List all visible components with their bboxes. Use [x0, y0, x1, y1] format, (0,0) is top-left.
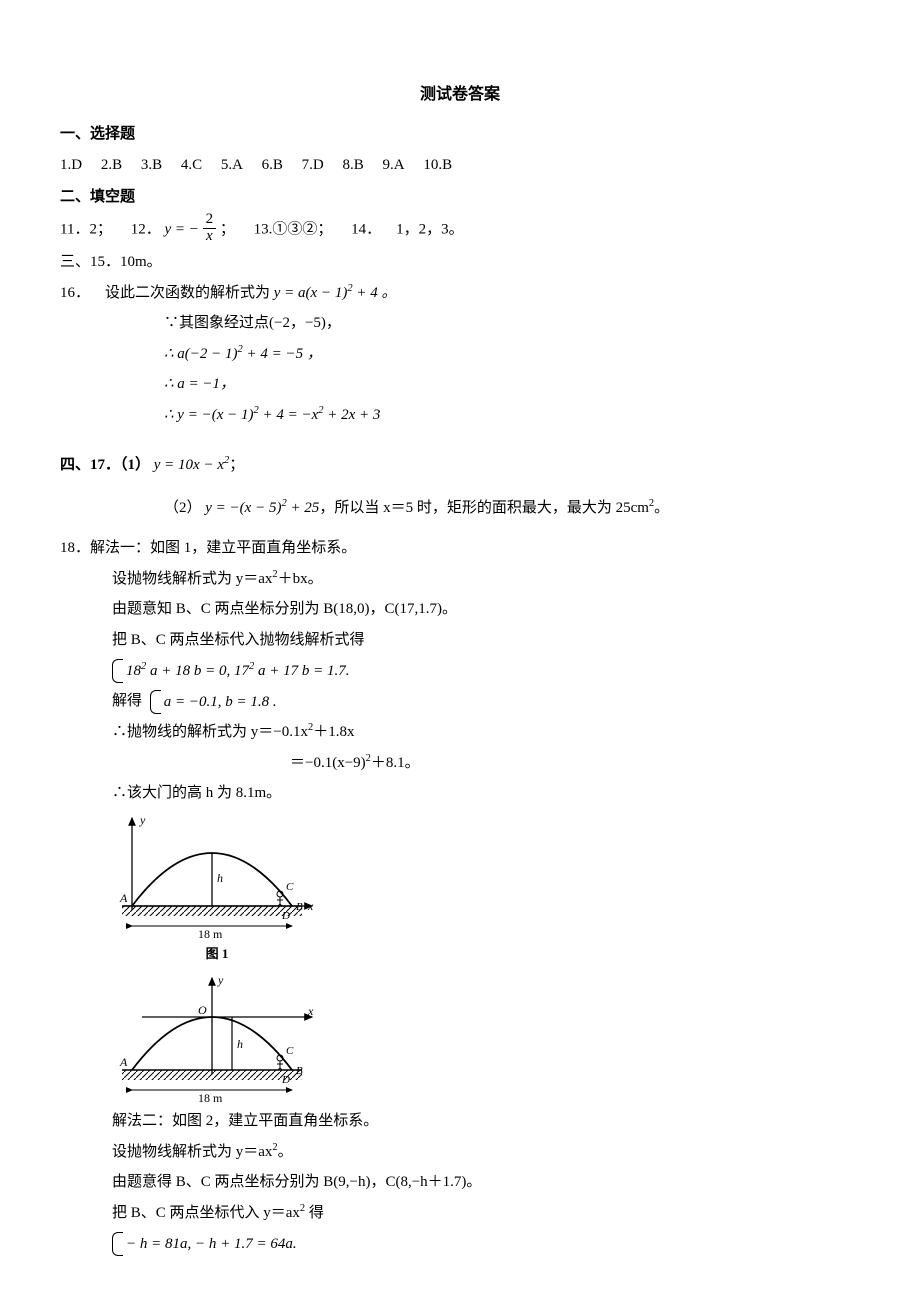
page-title: 测试卷答案 — [60, 80, 860, 110]
q18-m1-l4: 把 B、C 两点坐标代入抛物线解析式得 — [60, 626, 860, 655]
q15: 三、15．10m。 — [60, 248, 860, 277]
sol-row-b: b = 1.8 . — [225, 694, 276, 710]
q18-m1-l2a: 设抛物线解析式为 y＝ax — [112, 571, 272, 587]
q16-intro-text: 16． 设此二次函数的解析式为 — [60, 285, 274, 301]
svg-text:y: y — [217, 973, 224, 987]
q17-1-expr: y = 10x − x — [154, 457, 224, 473]
figure-1-label: 图 1 — [112, 942, 322, 967]
q18-result1b: ＋1.8x — [313, 724, 354, 740]
svg-text:A: A — [119, 1055, 128, 1069]
ans-12-expr: y = − — [164, 222, 198, 238]
ans-13-14: ； 13.①③②； 14． 1，2，3。 — [220, 222, 464, 238]
q18-result2b: ＋8.1。 — [371, 755, 420, 771]
q18-m2-l4: 把 B、C 两点坐标代入 y＝ax2 得 — [60, 1199, 860, 1228]
q17-2-end: 。 — [654, 500, 669, 516]
q17-2-label: （2） — [164, 500, 205, 516]
sys2-row2: − h + 1.7 = 64a. — [195, 1236, 297, 1252]
figure-2: y x O A B C D h 18 m — [60, 970, 860, 1105]
fill-answers: 11．2； 12． y = − 2 x ； 13.①③②； 14． 1，2，3。 — [60, 214, 860, 247]
q18-m1-l2b: ＋bx。 — [278, 571, 323, 587]
svg-text:O: O — [198, 1003, 207, 1017]
figure-1: y x A B C D h 18 m 图 1 — [60, 810, 860, 967]
svg-text:D: D — [281, 910, 290, 922]
q18-m2-l3: 由题意得 B、C 两点坐标分别为 B(9,−h)，C(8,−h＋1.7)。 — [60, 1168, 860, 1197]
svg-text:C: C — [286, 1045, 294, 1057]
svg-text:x: x — [307, 1004, 314, 1018]
q18-result2a: ＝−0.1(x−9) — [290, 755, 366, 771]
svg-text:18 m: 18 m — [198, 1091, 223, 1105]
q17-1-label: 四、17．（1） — [60, 457, 154, 473]
q18-solve: 解得 a = −0.1, b = 1.8 . — [60, 687, 860, 716]
q16-step2a: ∴ a(−2 − 1) — [164, 346, 238, 362]
q18-m2-l2a: 设抛物线解析式为 y＝ax — [112, 1144, 272, 1160]
sys2-row1: − h = 81a, — [126, 1236, 191, 1252]
q17-2-expr: y = −(x − 5) — [205, 500, 281, 516]
q18-result1: ∴抛物线的解析式为 y＝−0.1x2＋1.8x — [60, 718, 860, 747]
q18-system1: 182 a + 18 b = 0, 172 a + 17 b = 1.7. — [60, 656, 860, 685]
sys1-row1: 182 a + 18 b = 0, — [126, 663, 230, 679]
svg-text:B: B — [296, 1065, 303, 1077]
q16-step4c: + 2x + 3 — [324, 407, 381, 423]
q18-m2-l2: 设抛物线解析式为 y＝ax2。 — [60, 1138, 860, 1167]
svg-text:B: B — [296, 901, 303, 913]
svg-text:D: D — [281, 1074, 290, 1086]
q18-m2-l4b: 得 — [305, 1205, 324, 1221]
q17-part2: （2） y = −(x − 5)2 + 25，所以当 x＝5 时，矩形的面积最大… — [60, 494, 860, 523]
ans-12-fraction: 2 x — [203, 212, 217, 245]
svg-text:18 m: 18 m — [198, 927, 223, 940]
q17-2-expr2: + 25 — [287, 500, 320, 516]
q18-m1-l2: 设抛物线解析式为 y＝ax2＋bx。 — [60, 565, 860, 594]
q17-1-end: ； — [229, 457, 244, 473]
svg-text:C: C — [286, 881, 294, 893]
q18-result1a: ∴抛物线的解析式为 y＝−0.1x — [112, 724, 308, 740]
svg-text:A: A — [119, 891, 128, 905]
q16-step2b: + 4 = −5 ， — [243, 346, 322, 362]
q16-step4: ∴ y = −(x − 1)2 + 4 = −x2 + 2x + 3 — [60, 401, 860, 430]
q16-step3: ∴ a = −1， — [60, 370, 860, 399]
solve-label: 解得 — [112, 693, 142, 709]
q18-m1-l3: 由题意知 B、C 两点坐标分别为 B(18,0)，C(17,1.7)。 — [60, 595, 860, 624]
svg-text:x: x — [307, 899, 314, 913]
q16-expr: y = a(x − 1) — [274, 285, 348, 301]
q17-part1: 四、17．（1） y = 10x − x2； — [60, 451, 860, 480]
q16-intro: 16． 设此二次函数的解析式为 y = a(x − 1)2 + 4 。 — [60, 279, 860, 308]
q17-2-text: ，所以当 x＝5 时，矩形的面积最大，最大为 25cm — [319, 500, 649, 516]
frac-den: x — [203, 229, 217, 245]
q18-m2-l2b: 。 — [278, 1144, 293, 1160]
q16-step4b: + 4 = −x — [259, 407, 319, 423]
q16-expr-tail: + 4 。 — [353, 285, 397, 301]
q18-m2-l1: 解法二：如图 2，建立平面直角坐标系。 — [60, 1107, 860, 1136]
q16-step4a: ∴ y = −(x − 1) — [164, 407, 253, 423]
q18-result2: ＝−0.1(x−9)2＋8.1。 — [60, 749, 860, 778]
q18-system2: − h = 81a, − h + 1.7 = 64a. — [60, 1229, 860, 1258]
q18-height: ∴该大门的高 h 为 8.1m。 — [60, 779, 860, 808]
q16-step1: ∵其图象经过点(−2，−5)， — [60, 309, 860, 338]
sys1-row2: 172 a + 17 b = 1.7. — [234, 663, 350, 679]
q18-m2-l4a: 把 B、C 两点坐标代入 y＝ax — [112, 1205, 300, 1221]
q16-step2: ∴ a(−2 − 1)2 + 4 = −5 ， — [60, 340, 860, 369]
section-2-head: 二、填空题 — [60, 183, 860, 212]
frac-num: 2 — [203, 212, 217, 229]
svg-text:h: h — [237, 1037, 243, 1051]
ans-11-12-prefix: 11．2； 12． — [60, 222, 161, 238]
svg-text:h: h — [217, 871, 223, 885]
q18-m1-l1: 18．解法一：如图 1，建立平面直角坐标系。 — [60, 534, 860, 563]
section-1-head: 一、选择题 — [60, 120, 860, 149]
mc-answers: 1.D 2.B 3.B 4.C 5.A 6.B 7.D 8.B 9.A 10.B — [60, 151, 860, 180]
svg-text:y: y — [139, 813, 146, 827]
sol-row-a: a = −0.1, — [164, 694, 222, 710]
